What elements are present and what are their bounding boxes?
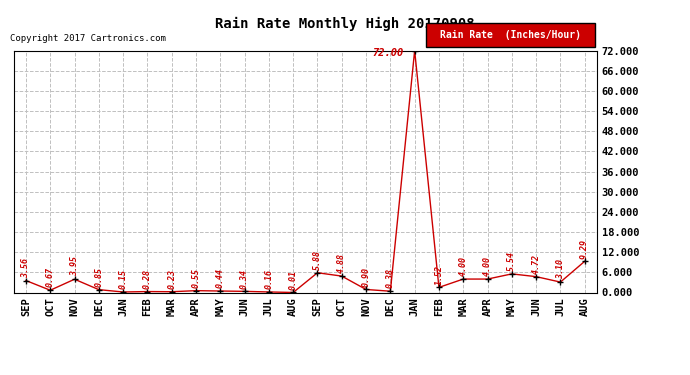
Text: 0.67: 0.67 xyxy=(46,267,55,288)
Text: 4.00: 4.00 xyxy=(483,256,492,276)
Text: 0.23: 0.23 xyxy=(167,269,176,289)
Text: Copyright 2017 Cartronics.com: Copyright 2017 Cartronics.com xyxy=(10,34,166,43)
Text: 5.88: 5.88 xyxy=(313,250,322,270)
Text: 0.85: 0.85 xyxy=(95,267,103,287)
Text: 0.55: 0.55 xyxy=(192,268,201,288)
Text: 4.72: 4.72 xyxy=(531,254,541,274)
Text: 0.90: 0.90 xyxy=(362,267,371,287)
Text: 1.52: 1.52 xyxy=(435,265,444,285)
Text: 3.10: 3.10 xyxy=(556,259,565,279)
Text: 0.28: 0.28 xyxy=(143,269,152,289)
Text: 0.15: 0.15 xyxy=(119,269,128,289)
Text: 0.44: 0.44 xyxy=(216,268,225,288)
Text: 0.34: 0.34 xyxy=(240,268,249,289)
Text: 72.00: 72.00 xyxy=(373,48,404,58)
Text: 0.01: 0.01 xyxy=(288,270,297,290)
Text: 9.29: 9.29 xyxy=(580,238,589,258)
Text: 5.54: 5.54 xyxy=(507,251,516,271)
Text: 3.95: 3.95 xyxy=(70,256,79,276)
Text: Rain Rate Monthly High 20170908: Rain Rate Monthly High 20170908 xyxy=(215,17,475,31)
Text: 0.16: 0.16 xyxy=(264,269,273,289)
Text: 3.56: 3.56 xyxy=(21,258,30,278)
Text: Rain Rate  (Inches/Hour): Rain Rate (Inches/Hour) xyxy=(440,30,582,40)
Text: 4.88: 4.88 xyxy=(337,254,346,273)
Text: 4.00: 4.00 xyxy=(459,256,468,276)
Text: 0.38: 0.38 xyxy=(386,268,395,288)
